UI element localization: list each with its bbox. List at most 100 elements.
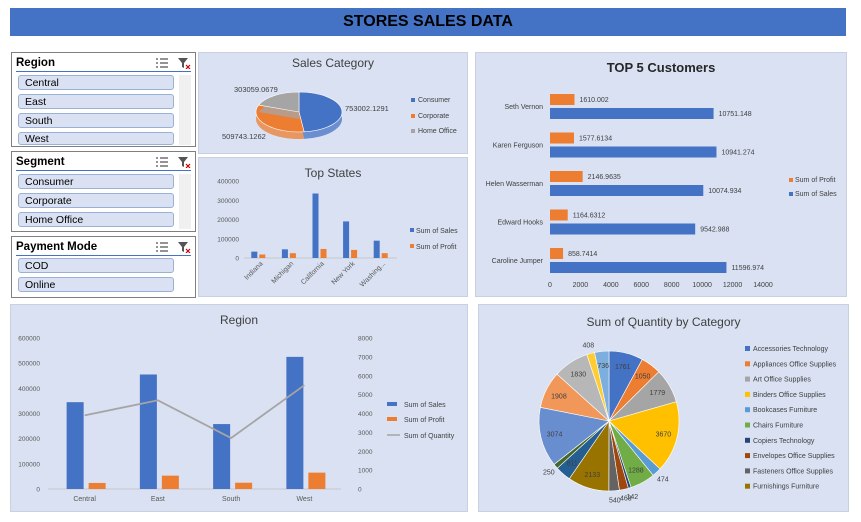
sales-category-panel: Sales Category 753002.1291 509743.1262 3… [198, 52, 468, 154]
x-tick-label: Central [73, 496, 96, 503]
legend-swatch-corporate [411, 114, 415, 118]
y-right-tick-label: 0 [358, 487, 362, 494]
legend-swatch-fasteners-office-supplies [745, 468, 750, 474]
y-left-tick-label: 400000 [18, 386, 40, 393]
x-tick-label: 4000 [603, 282, 619, 289]
legend-swatch-furnishings-furniture [745, 483, 750, 489]
x-tick-label: Washing... [359, 260, 387, 288]
profit-value-label: 1577.6134 [579, 136, 612, 143]
region-slicer-header: Region [16, 55, 191, 72]
y-right-tick-label: 3000 [358, 430, 373, 437]
sales-category-legend: Consumer Corporate Home Office [411, 97, 457, 135]
legend-accessories-technology: Accessories Technology [753, 346, 828, 353]
customer-label: Helen Wasserman [486, 181, 543, 188]
region-item-west[interactable]: West [18, 132, 174, 145]
payment-item-online[interactable]: Online [18, 277, 174, 292]
quantity-value-label: 3670 [656, 432, 672, 439]
legend-furnishings-furniture: Furnishings Furniture [753, 484, 819, 491]
legend-swatch-appliances-office-supplies [745, 361, 750, 367]
segment-item-consumer[interactable]: Consumer [18, 174, 174, 189]
profit-value-label: 858.7414 [568, 251, 597, 258]
multi-select-icon[interactable] [155, 57, 169, 69]
legend-home-office: Home Office [418, 128, 457, 135]
region-slicer-title: Region [16, 57, 55, 69]
y-right-tick-label: 7000 [358, 354, 373, 361]
x-tick-label: West [296, 496, 312, 503]
sales-category-label-corporate: 509743.1262 [222, 132, 266, 141]
clear-filter-icon[interactable] [177, 156, 191, 168]
y-right-tick-label: 1000 [358, 468, 373, 475]
multi-select-icon[interactable] [155, 156, 169, 168]
y-left-tick-label: 0 [36, 487, 40, 494]
profit-value-label: 2146.9635 [588, 174, 621, 181]
bar-sales-karen-ferguson [550, 146, 717, 158]
bar-sales-central [66, 402, 84, 489]
payment-item-cod[interactable]: COD [18, 258, 174, 273]
bar-sales-caroline-jumper [550, 262, 727, 273]
clear-filter-icon[interactable] [177, 241, 191, 253]
segment-slicer[interactable]: Segment Consumer Corporate Home Office [11, 151, 196, 232]
quantity-value-label: 540 [609, 497, 621, 504]
bar-profit-edward-hooks [550, 209, 568, 221]
bar-sales-seth-vernon [550, 108, 714, 119]
region-slicer-scrollbar[interactable] [179, 75, 191, 145]
sales-value-label: 10941.274 [721, 150, 754, 157]
multi-select-icon[interactable] [155, 241, 169, 253]
quantity-value-label: 1050 [635, 374, 651, 381]
legend-art-office-supplies: Art Office Supplies [753, 377, 811, 384]
bar-sales-edward-hooks [550, 223, 696, 235]
x-tick-label: South [222, 496, 240, 503]
region-slicer[interactable]: Region Central East South West [11, 52, 196, 147]
bar-sum-of-sales-california [312, 193, 319, 258]
region-item-east[interactable]: East [18, 94, 174, 109]
quantity-value-label: 463 [620, 496, 632, 503]
legend-sum-of-sales: Sum of Sales [795, 191, 837, 198]
x-tick-label: 10000 [692, 282, 712, 289]
y-right-tick-label: 4000 [358, 411, 373, 418]
sales-value-label: 11596.974 [731, 265, 764, 272]
x-tick-label: 8000 [664, 282, 680, 289]
sales-category-label-consumer: 753002.1291 [345, 104, 389, 113]
quantity-value-label: 3074 [547, 432, 563, 439]
top-states-title: Top States [304, 166, 362, 180]
y-tick-label: 300000 [217, 198, 239, 205]
customer-label: Edward Hooks [497, 220, 543, 227]
region-item-south[interactable]: South [18, 113, 174, 128]
legend-sum-of-sales: Sum of Sales [404, 402, 446, 409]
legend-sum-of-profit: Sum of Profit [404, 417, 445, 424]
bar-sum-of-sales-new-york [343, 221, 350, 258]
legend-swatch-chairs-furniture [745, 422, 750, 428]
bar-sales-east [139, 374, 157, 489]
bar-profit-east [161, 475, 179, 489]
bar-sum-of-sales-indiana [251, 251, 258, 258]
y-left-tick-label: 300000 [18, 411, 40, 418]
legend-swatch-binders-office-supplies [745, 391, 750, 397]
customer-label: Karen Ferguson [493, 143, 543, 150]
y-left-tick-label: 100000 [18, 461, 40, 468]
quantity-value-label: 142 [627, 494, 639, 501]
region-item-central[interactable]: Central [18, 75, 174, 90]
clear-filter-icon[interactable] [177, 57, 191, 69]
bar-sales-helen-wasserman [550, 185, 704, 196]
y-right-tick-label: 5000 [358, 392, 373, 399]
segment-slicer-scrollbar[interactable] [179, 174, 191, 229]
y-tick-label: 400000 [217, 179, 239, 186]
y-left-tick-label: 600000 [18, 336, 40, 343]
quantity-value-label: 1761 [615, 364, 631, 371]
profit-value-label: 1164.6312 [573, 213, 606, 220]
legend-swatch-sales [410, 228, 414, 232]
segment-item-home-office[interactable]: Home Office [18, 212, 174, 227]
segment-item-corporate[interactable]: Corporate [18, 193, 174, 208]
y-tick-label: 0 [235, 256, 239, 263]
quantity-value-label: 811 [567, 461, 578, 468]
segment-slicer-header: Segment [16, 154, 191, 171]
top-states-chart: 0 100000 200000 300000 400000 Indiana Michigan… [217, 179, 458, 289]
legend-binders-office-supplies: Binders Office Supplies [753, 392, 826, 399]
payment-slicer[interactable]: Payment Mode COD Online [11, 236, 196, 298]
customer-label: Seth Vernon [504, 104, 543, 111]
legend-swatch-profit [789, 178, 793, 182]
quantity-category-panel: Sum of Quantity by Category 1761 1050 1779… [478, 304, 849, 512]
bar-profit-helen-wasserman [550, 171, 583, 182]
quantity-value-label: 1830 [571, 372, 587, 379]
